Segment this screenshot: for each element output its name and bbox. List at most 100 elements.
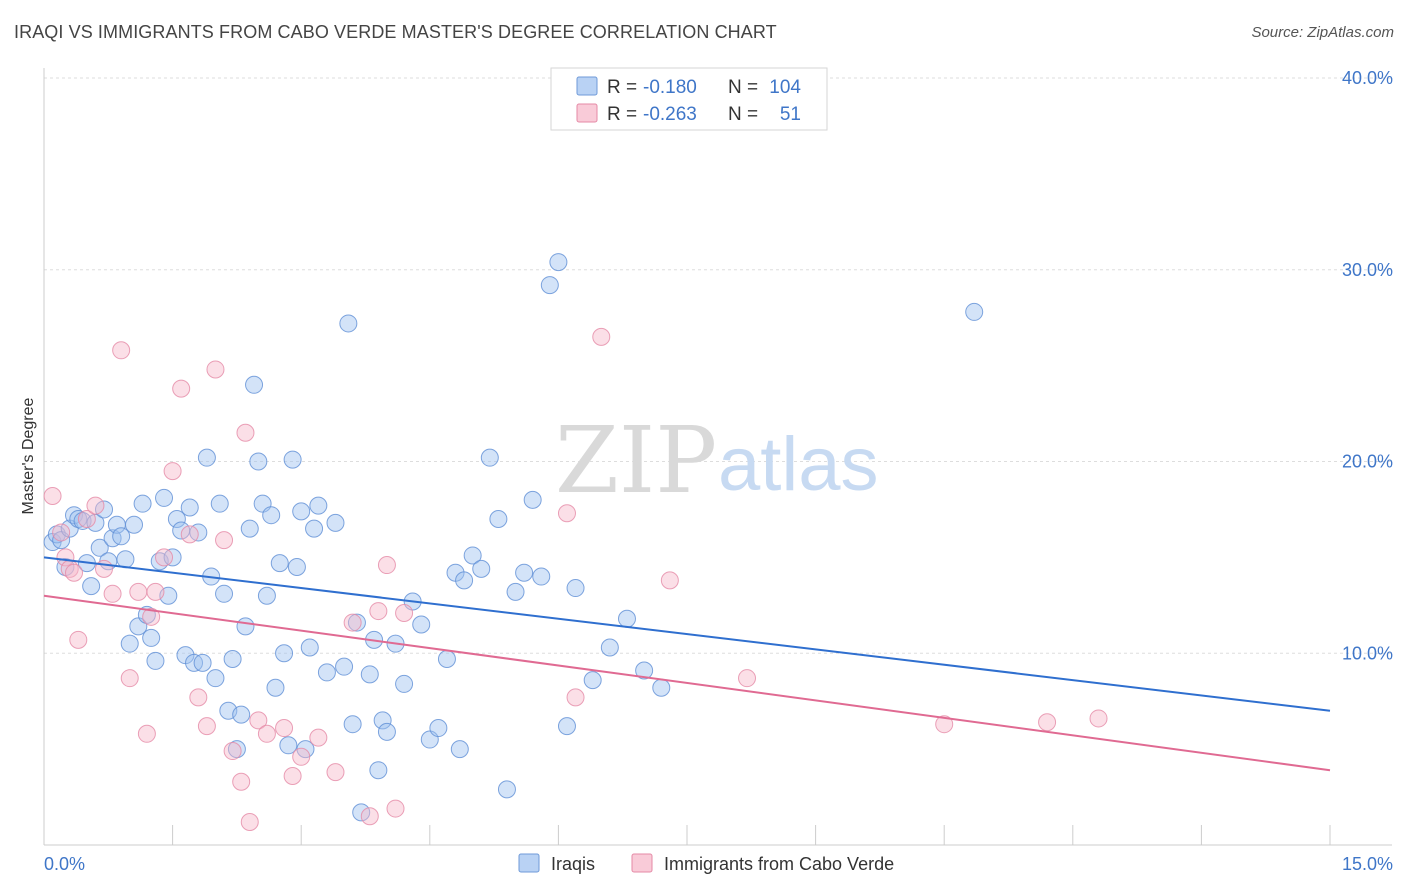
- point-cabo-verde: [137, 724, 156, 743]
- bottom-legend-label-cabo-verde: Immigrants from Cabo Verde: [664, 854, 894, 874]
- point-iraqis: [262, 506, 281, 525]
- y-tick-label: 10.0%: [1342, 643, 1393, 663]
- point-iraqis: [215, 584, 234, 603]
- point-cabo-verde: [180, 525, 199, 544]
- point-iraqis: [463, 546, 482, 565]
- point-cabo-verde: [43, 487, 62, 506]
- point-cabo-verde: [1038, 713, 1057, 732]
- point-iraqis: [120, 634, 139, 653]
- axes: [43, 68, 1392, 846]
- watermark-atlas: atlas: [718, 422, 879, 507]
- point-iraqis: [335, 657, 354, 676]
- point-iraqis: [395, 674, 414, 693]
- point-iraqis: [566, 579, 585, 598]
- point-iraqis: [90, 538, 109, 557]
- point-cabo-verde: [557, 504, 576, 523]
- point-cabo-verde: [283, 766, 302, 785]
- point-cabo-verde: [56, 548, 75, 567]
- point-cabo-verde: [326, 763, 345, 782]
- point-iraqis: [279, 736, 298, 755]
- point-iraqis: [557, 717, 576, 736]
- point-iraqis: [635, 661, 654, 680]
- point-cabo-verde: [738, 669, 757, 688]
- point-cabo-verde: [386, 799, 405, 818]
- y-tick-label: 40.0%: [1342, 68, 1393, 88]
- point-iraqis: [95, 500, 114, 519]
- point-iraqis: [965, 302, 984, 321]
- gridlines: [44, 77, 1392, 654]
- point-cabo-verde: [249, 711, 268, 730]
- x-tick-label: 15.0%: [1342, 854, 1393, 874]
- legend-n-value: 104: [769, 77, 801, 98]
- point-iraqis: [142, 628, 161, 647]
- point-iraqis: [125, 515, 144, 534]
- chart-title: IRAQI VS IMMIGRANTS FROM CABO VERDE MAST…: [14, 22, 777, 42]
- point-iraqis: [249, 452, 268, 471]
- point-cabo-verde: [69, 630, 88, 649]
- trend-line-iraqis: [43, 556, 1331, 712]
- point-iraqis: [455, 571, 474, 590]
- point-cabo-verde: [65, 563, 84, 582]
- point-cabo-verde: [935, 715, 954, 734]
- point-cabo-verde: [592, 327, 611, 346]
- point-iraqis: [245, 375, 264, 394]
- point-iraqis: [167, 510, 186, 529]
- point-iraqis: [347, 613, 366, 632]
- legend-swatch-iraqis: [576, 76, 598, 96]
- point-iraqis: [617, 609, 636, 628]
- legend-n-label: N =: [728, 104, 758, 125]
- point-cabo-verde: [292, 747, 311, 766]
- point-cabo-verde: [377, 556, 396, 575]
- point-iraqis: [472, 559, 491, 578]
- point-cabo-verde: [206, 360, 225, 379]
- point-cabo-verde: [112, 341, 131, 360]
- point-iraqis: [283, 450, 302, 469]
- point-iraqis: [600, 638, 619, 657]
- point-cabo-verde: [395, 603, 414, 622]
- point-iraqis: [317, 663, 336, 682]
- point-iraqis: [369, 761, 388, 780]
- point-iraqis: [429, 719, 448, 738]
- trend-lines: [43, 556, 1331, 772]
- legend-r-value: -0.180: [643, 77, 697, 98]
- point-cabo-verde: [103, 584, 122, 603]
- point-iraqis: [352, 803, 371, 822]
- y-axis-label: Master's Degree: [20, 397, 37, 514]
- point-iraqis: [193, 653, 212, 672]
- point-iraqis: [287, 557, 306, 576]
- point-cabo-verde: [257, 724, 276, 743]
- point-cabo-verde: [240, 812, 259, 831]
- point-cabo-verde: [189, 688, 208, 707]
- point-cabo-verde: [142, 607, 161, 626]
- point-cabo-verde: [309, 728, 328, 747]
- point-iraqis: [523, 490, 542, 509]
- point-iraqis: [270, 554, 289, 573]
- point-iraqis: [232, 705, 251, 724]
- point-cabo-verde: [172, 379, 191, 398]
- point-iraqis: [223, 650, 242, 669]
- point-cabo-verde: [197, 717, 216, 736]
- point-iraqis: [112, 527, 131, 546]
- point-iraqis: [450, 740, 469, 759]
- point-cabo-verde: [215, 531, 234, 550]
- point-iraqis: [133, 494, 152, 513]
- point-iraqis: [326, 513, 345, 532]
- point-iraqis: [515, 563, 534, 582]
- point-cabo-verde: [120, 669, 139, 688]
- point-cabo-verde: [129, 582, 148, 601]
- point-cabo-verde: [163, 462, 182, 481]
- point-cabo-verde: [660, 571, 679, 590]
- point-cabo-verde: [275, 719, 294, 738]
- point-iraqis: [652, 678, 671, 697]
- point-cabo-verde: [146, 582, 165, 601]
- watermark: ZIP atlas: [555, 407, 879, 514]
- bottom-legend: Iraqis Immigrants from Cabo Verde: [518, 853, 894, 874]
- point-iraqis: [339, 314, 358, 333]
- point-iraqis: [116, 550, 135, 569]
- point-iraqis: [155, 488, 174, 507]
- point-cabo-verde: [369, 602, 388, 621]
- point-iraqis: [489, 510, 508, 529]
- point-iraqis: [266, 678, 285, 697]
- point-iraqis: [305, 519, 324, 538]
